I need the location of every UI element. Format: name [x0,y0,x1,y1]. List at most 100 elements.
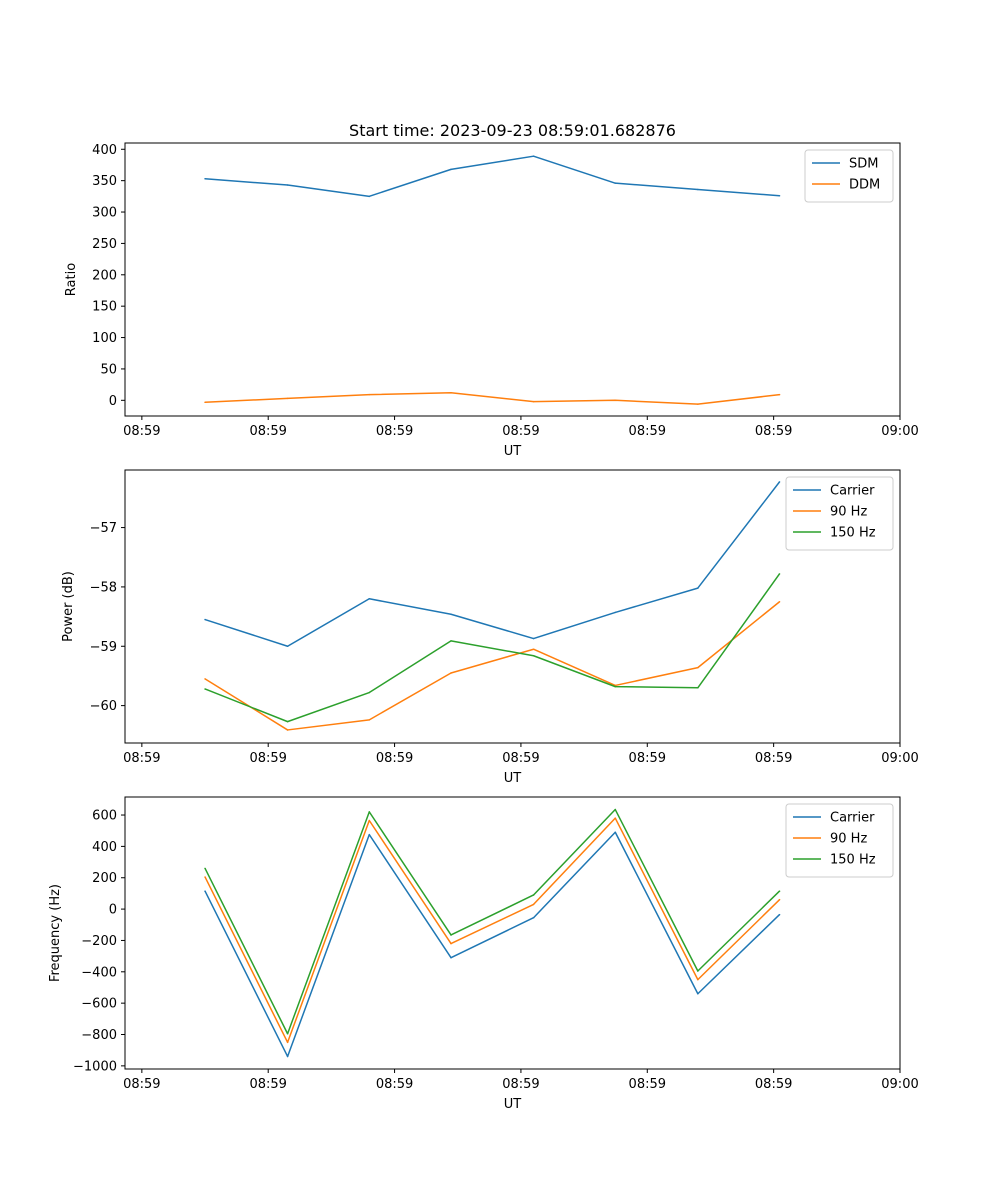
series-line-carrier [204,481,781,648]
y-tick-label: −58 [90,580,117,595]
data-point [778,481,781,483]
data-point [450,956,452,959]
x-tick-label: 08:59 [755,751,792,766]
y-tick-label: −800 [81,1028,117,1043]
series-line-90-hz [204,817,781,1044]
data-point [368,691,371,694]
series-line-90-hz [204,601,781,731]
x-axis-label: UT [504,444,522,459]
chart-ratio: Start time: 2023-09-23 08:59:01.682876 08… [64,121,919,459]
y-tick-label: 150 [92,300,117,315]
y-tick-label: −400 [81,965,117,980]
data-point [778,573,781,575]
data-point [368,819,371,822]
x-tick-label: 08:59 [249,751,286,766]
legend-label: 150 Hz [830,853,876,868]
data-point [286,1032,289,1035]
series-line-150-hz [204,573,781,723]
data-point [450,392,452,394]
data-point [697,992,699,995]
series-line-carrier [204,831,781,1058]
series-line-sdm [204,155,780,198]
y-tick-label: 0 [109,394,117,409]
data-point [286,720,289,723]
data-point [286,729,289,731]
data-point [204,618,206,621]
data-point [368,811,371,813]
data-point [532,894,535,896]
data-point [697,403,699,405]
x-tick-label: 09:00 [881,424,918,439]
x-tick-label: 08:59 [249,1077,286,1092]
legend-label: SDM [849,157,878,172]
plot-frame [124,796,901,1070]
x-tick-label: 08:59 [123,1077,160,1092]
y-tick-label: 0 [109,903,117,918]
data-point [697,188,699,191]
data-point [614,182,617,184]
x-axis-label: UT [504,1097,522,1112]
data-point [368,393,371,396]
data-point [532,655,535,657]
y-axis-label: Ratio [64,263,79,296]
y-tick-label: −60 [90,699,117,714]
x-tick-label: 08:59 [755,1077,792,1092]
data-point [204,678,206,680]
data-point [614,817,617,819]
x-tick-label: 08:59 [629,751,666,766]
series-line-150-hz [204,808,781,1035]
data-point [614,685,617,688]
legend-label: 90 Hz [830,832,867,847]
data-point [368,195,371,198]
x-tick-label: 08:59 [376,751,413,766]
data-point [450,672,452,674]
y-tick-label: 400 [92,143,117,158]
data-point [532,637,535,640]
y-tick-label: −59 [90,640,117,655]
x-tick-label: 08:59 [123,751,160,766]
y-tick-label: 50 [100,362,117,377]
data-point [286,184,289,186]
legend-label: Carrier [830,484,875,499]
data-point [368,719,371,721]
data-point [368,833,371,836]
y-tick-label: 350 [92,174,117,189]
data-point [697,687,699,689]
data-point [697,978,699,981]
data-point [697,970,699,972]
x-tick-label: 08:59 [123,424,160,439]
data-point [778,890,781,892]
x-tick-label: 08:59 [376,424,413,439]
x-tick-label: 08:59 [629,1077,666,1092]
x-tick-label: 08:59 [502,751,539,766]
y-tick-label: 200 [92,871,117,886]
data-point [286,397,289,400]
data-point [204,890,206,892]
plot-frame [124,469,901,744]
data-point [532,400,535,403]
data-point [450,942,452,945]
series-line-ddm [204,392,780,405]
data-point [778,913,781,916]
data-point [614,399,617,402]
y-tick-label: 600 [92,809,117,824]
data-point [614,611,617,614]
y-tick-label: −600 [81,997,117,1012]
data-point [614,808,617,811]
legend-label: DDM [849,178,880,193]
y-tick-label: −1000 [73,1059,117,1074]
data-point [778,601,781,603]
data-point [697,587,699,589]
y-tick-label: −57 [90,521,117,536]
legend-label: 150 Hz [830,526,876,541]
y-tick-label: 200 [92,268,117,283]
y-tick-label: 300 [92,206,117,221]
data-point [778,898,781,901]
y-tick-label: −200 [81,934,117,949]
legend-label: 90 Hz [830,505,867,520]
y-axis-label: Power (dB) [61,571,76,642]
y-tick-label: 400 [92,840,117,855]
data-point [532,648,535,650]
y-tick-label: 250 [92,237,117,252]
chart-title: Start time: 2023-09-23 08:59:01.682876 [349,121,676,140]
